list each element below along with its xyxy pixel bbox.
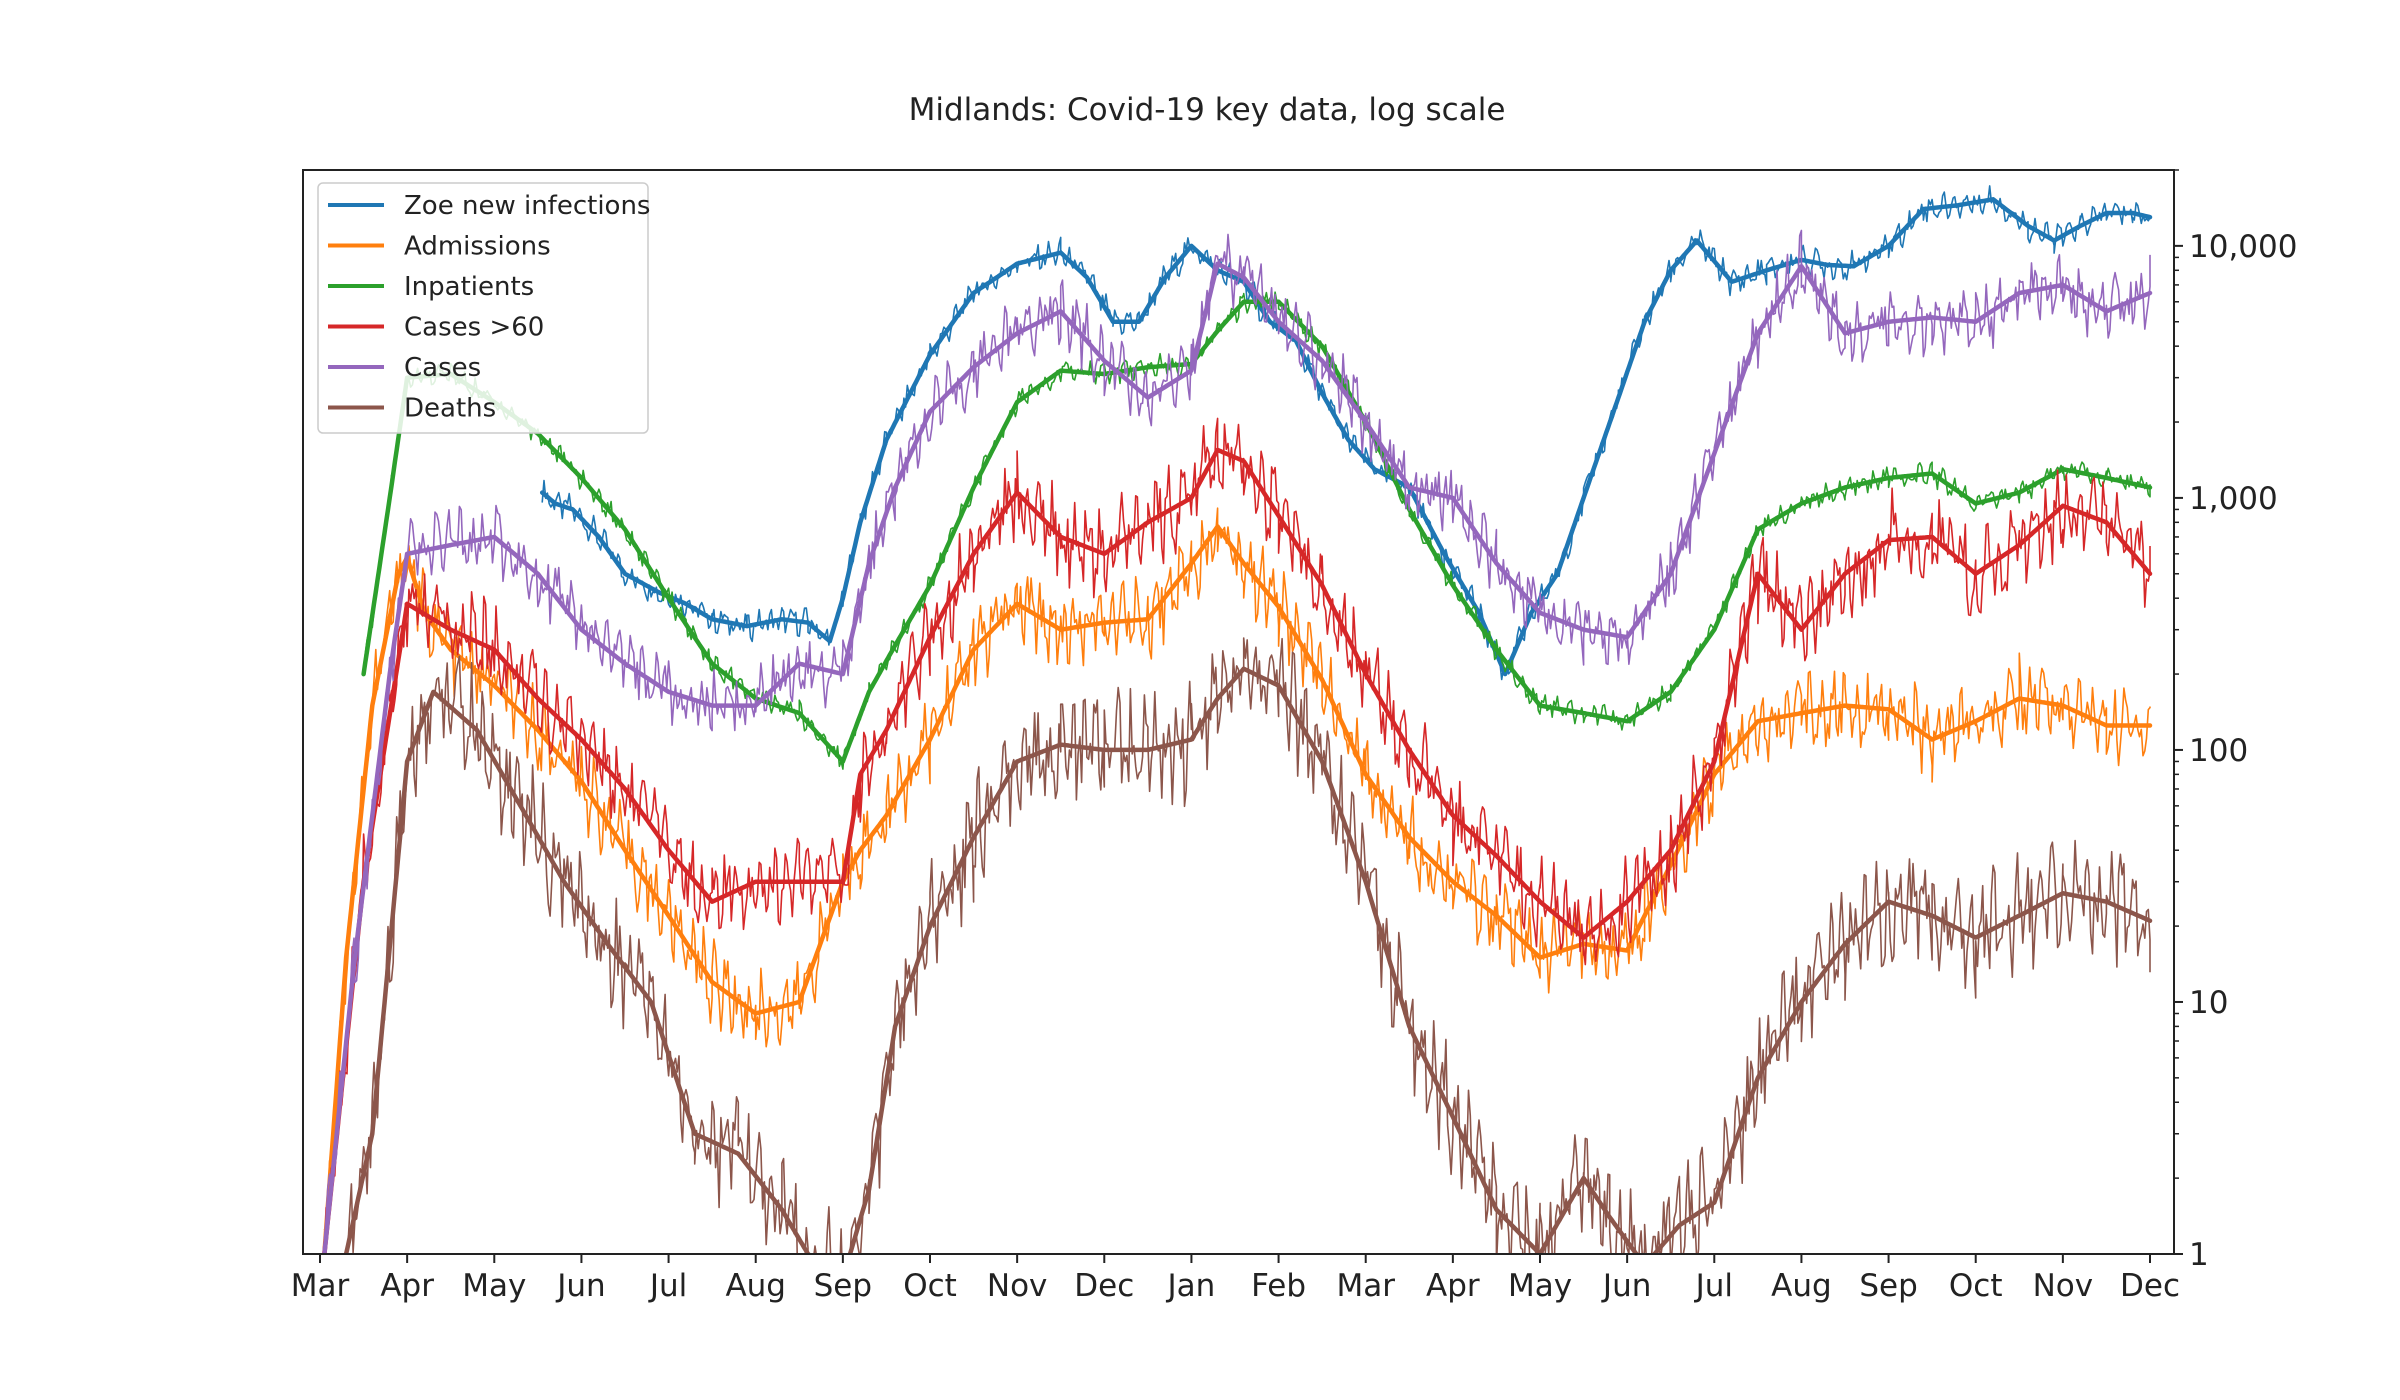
series-line-deaths — [343, 666, 2153, 1254]
x-tick-label: May — [1508, 1268, 1572, 1304]
series-line-cases — [322, 261, 2153, 1254]
x-tick-label: Nov — [987, 1268, 1048, 1304]
x-tick-label: Sep — [814, 1268, 872, 1304]
y-tick-label: 10 — [2189, 985, 2228, 1021]
x-tick-label: Sep — [1859, 1268, 1917, 1304]
series-line-admissions — [322, 524, 2153, 1254]
x-tick-label: Dec — [2120, 1268, 2180, 1304]
series-line-zoe-new-infections — [539, 197, 2153, 677]
x-tick-label: Mar — [1336, 1268, 1395, 1304]
y-tick-label: 1,000 — [2189, 481, 2278, 517]
chart-title: Midlands: Covid-19 key data, log scale — [909, 92, 1506, 128]
x-tick-label: Oct — [1949, 1268, 2003, 1304]
x-tick-label: Dec — [1074, 1268, 1134, 1304]
series-daily-deaths — [346, 637, 2151, 1254]
x-tick-label: Oct — [903, 1268, 957, 1304]
x-tick-label: Apr — [1426, 1268, 1480, 1304]
y-tick-label: 100 — [2189, 733, 2248, 769]
series-daily-admissions — [323, 507, 2151, 1235]
x-tick-label: Aug — [725, 1268, 786, 1304]
legend-label: Admissions — [404, 232, 551, 262]
x-tick-label: Jun — [555, 1268, 605, 1304]
y-tick-label: 1 — [2189, 1237, 2209, 1273]
x-tick-label: Jul — [648, 1268, 687, 1304]
x-axis: Mar Apr May Jun Jul Aug Sep Oct Nov Dec Jan Feb Mar A… — [291, 1254, 2180, 1304]
x-tick-label: May — [462, 1268, 526, 1304]
x-tick-label: Jan — [1166, 1268, 1216, 1304]
series-lines — [322, 185, 2153, 1254]
legend-label: Inpatients — [404, 272, 534, 302]
x-tick-label: Jun — [1601, 1268, 1651, 1304]
x-tick-label: Jul — [1694, 1268, 1733, 1304]
legend-label: Deaths — [404, 394, 496, 424]
y-tick-label: 10,000 — [2189, 229, 2297, 265]
y-axis: 1 10 100 1,000 10,000 — [2174, 169, 2297, 1273]
series-daily-cases-60 — [324, 417, 2151, 1254]
x-tick-label: Nov — [2033, 1268, 2094, 1304]
legend-label: Cases >60 — [404, 313, 544, 343]
x-tick-label: Aug — [1771, 1268, 1832, 1304]
plot-frame — [302, 169, 2175, 1255]
legend: Zoe new infections Admissions Inpatients Ca… — [317, 182, 650, 434]
series-daily-cases — [323, 229, 2151, 1240]
legend-box — [317, 182, 649, 434]
x-tick-label: Apr — [380, 1268, 434, 1304]
x-tick-label: Feb — [1251, 1268, 1306, 1304]
legend-label: Zoe new infections — [404, 191, 650, 221]
x-tick-label: Mar — [291, 1268, 350, 1304]
legend-label: Cases — [404, 353, 481, 383]
series-line-cases-60 — [322, 447, 2153, 1254]
